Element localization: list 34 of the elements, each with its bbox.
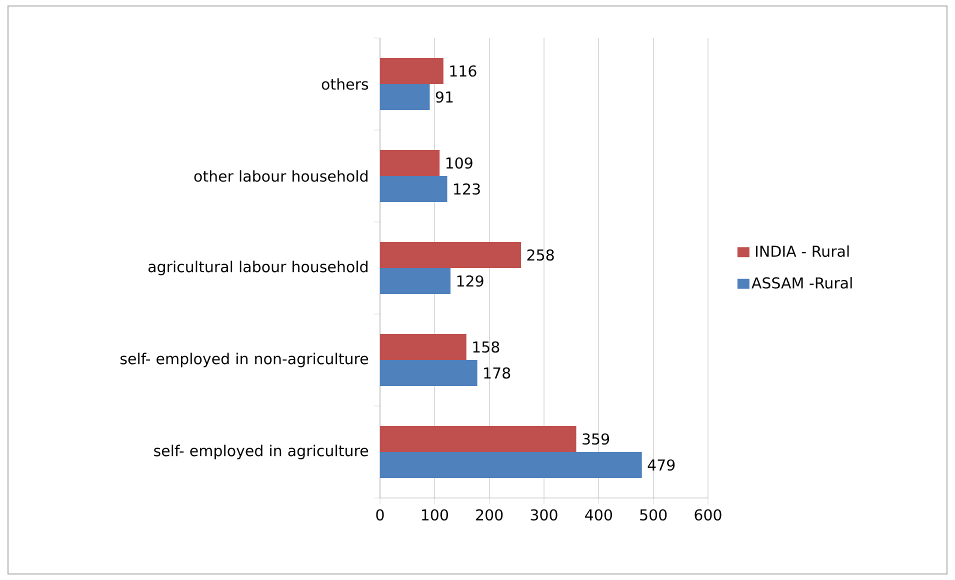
y-tick-label: other labour household bbox=[194, 170, 368, 182]
bar bbox=[380, 84, 430, 110]
bar bbox=[380, 360, 478, 386]
data-label: 123 bbox=[454, 183, 480, 195]
y-tick-label: others bbox=[322, 78, 368, 90]
y-tick-label: self- employed in non-agriculture bbox=[120, 352, 368, 368]
bar bbox=[380, 426, 576, 452]
bar bbox=[380, 242, 522, 268]
data-label: 116 bbox=[450, 65, 476, 77]
x-tick-label: 500 bbox=[640, 509, 667, 521]
bar bbox=[380, 176, 448, 202]
x-tick-label: 300 bbox=[530, 509, 558, 521]
x-tick-label: 0 bbox=[376, 509, 384, 521]
legend-label: ASSAM -Rural bbox=[752, 277, 852, 289]
data-label: 91 bbox=[436, 91, 453, 103]
data-label: 129 bbox=[457, 275, 484, 287]
data-label: 258 bbox=[527, 249, 554, 261]
bar bbox=[380, 334, 466, 360]
x-tick-label: 600 bbox=[694, 509, 722, 521]
bar bbox=[380, 58, 444, 84]
bar bbox=[380, 150, 440, 176]
y-tick-label: agricultural labour household bbox=[148, 260, 368, 276]
bar bbox=[380, 452, 642, 478]
x-tick-label: 100 bbox=[422, 509, 448, 521]
x-tick-label: 200 bbox=[476, 509, 503, 521]
data-label: 158 bbox=[473, 341, 500, 353]
data-label: 479 bbox=[648, 459, 675, 471]
data-label: 178 bbox=[484, 367, 510, 379]
y-tick-label: self- employed in agriculture bbox=[154, 444, 368, 460]
x-tick-label: 400 bbox=[585, 509, 612, 521]
bar bbox=[380, 268, 451, 294]
legend-label: INDIA - Rural bbox=[756, 245, 849, 257]
data-label: 359 bbox=[582, 433, 610, 445]
data-label: 109 bbox=[446, 157, 472, 169]
